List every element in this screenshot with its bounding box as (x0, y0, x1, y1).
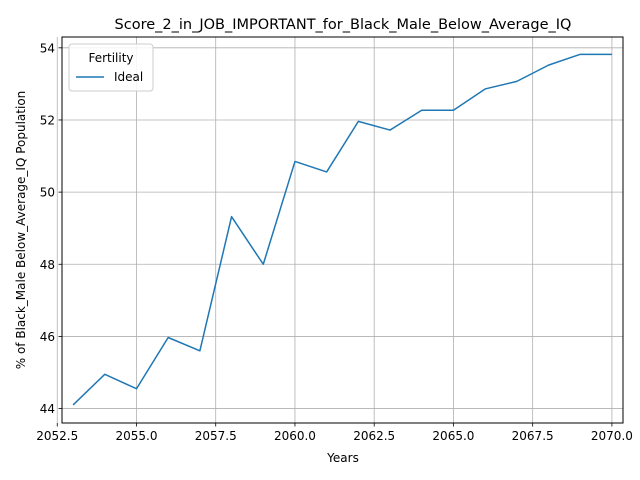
x-tick-label: 2052.5 (36, 429, 78, 443)
x-tick-label: 2062.5 (353, 429, 395, 443)
x-axis-ticks: 2052.5 2055.0 2057.5 2060.0 2062.5 2065.0 2067… (36, 423, 633, 443)
legend: Fertility Ideal (68, 43, 154, 92)
y-tick-label: 52 (40, 113, 55, 127)
x-tick-label: 2065.0 (432, 429, 474, 443)
grid (56, 37, 623, 423)
y-axis-ticks: 44 46 48 50 52 54 (40, 41, 62, 416)
series-line-ideal (72, 53, 612, 406)
y-tick-label: 54 (40, 41, 55, 55)
x-tick-label: 2070.0 (591, 429, 633, 443)
chart-title: Score_2_in_JOB_IMPORTANT_for_Black_Male_… (115, 17, 572, 33)
y-tick-label: 44 (40, 402, 55, 416)
legend-title: Fertility (88, 51, 133, 65)
x-tick-label: 2055.0 (115, 429, 157, 443)
legend-label-ideal: Ideal (114, 70, 143, 84)
y-tick-label: 48 (40, 258, 55, 272)
x-tick-label: 2057.5 (195, 429, 237, 443)
y-tick-label: 46 (40, 330, 55, 344)
y-tick-label: 50 (40, 186, 55, 200)
legend-box (68, 43, 154, 92)
series-layer (72, 53, 612, 406)
x-axis-label: Years (326, 451, 359, 465)
axes-frame (61, 36, 624, 424)
y-axis-label: % of Black_Male Below_Average_IQ Populat… (14, 91, 28, 370)
x-tick-label: 2060.0 (274, 429, 316, 443)
x-tick-label: 2067.5 (512, 429, 554, 443)
